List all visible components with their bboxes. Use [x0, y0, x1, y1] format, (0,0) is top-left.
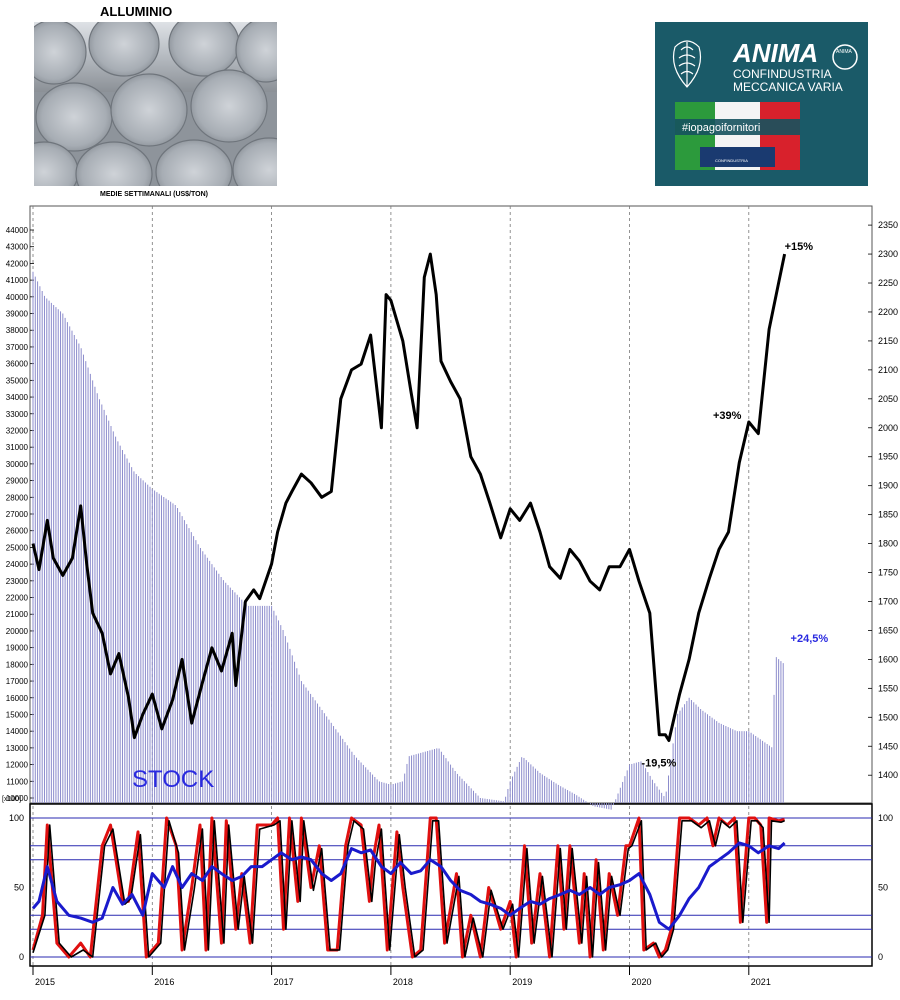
right-tick-label: 2200	[878, 307, 898, 317]
right-tick-label: 1850	[878, 510, 898, 520]
left-tick-label: 18000	[6, 660, 29, 669]
right-tick-label: 2150	[878, 336, 898, 346]
left-tick-label: 10000	[6, 794, 29, 803]
right-tick-label: 1650	[878, 625, 898, 635]
right-tick-label: 1950	[878, 452, 898, 462]
left-tick-label: 14000	[6, 727, 29, 736]
osc-right-tick-label: 50	[878, 883, 888, 893]
right-tick-label: 1750	[878, 568, 898, 578]
left-tick-label: 17000	[6, 677, 29, 686]
left-tick-label: 21000	[6, 610, 29, 619]
left-tick-label: 37000	[6, 343, 29, 352]
left-tick-label: 27000	[6, 510, 29, 519]
left-tick-label: 12000	[6, 761, 29, 770]
left-tick-label: 19000	[6, 644, 29, 653]
left-tick-label: 25000	[6, 543, 29, 552]
right-tick-label: 1450	[878, 741, 898, 751]
left-tick-label: 29000	[6, 477, 29, 486]
osc-right-tick-label: 100	[878, 813, 893, 823]
right-tick-label: 2350	[878, 220, 898, 230]
osc-left-tick-label: 100	[9, 813, 24, 823]
left-tick-label: 20000	[6, 627, 29, 636]
svg-text:ANIMA: ANIMA	[732, 38, 818, 68]
svg-text:MECCANICA VARIA: MECCANICA VARIA	[733, 80, 843, 94]
annotation-label: +15%	[785, 241, 814, 253]
left-tick-label: 23000	[6, 577, 29, 586]
right-tick-label: 1550	[878, 683, 898, 693]
left-axis-unit: [x100]	[2, 796, 21, 803]
left-tick-label: 11000	[6, 777, 28, 786]
right-tick-label: 1700	[878, 596, 898, 606]
price-line	[31, 252, 787, 742]
left-tick-label: 32000	[6, 426, 29, 435]
left-tick-label: 38000	[6, 326, 29, 335]
svg-text:CONFINDUSTRIA: CONFINDUSTRIA	[715, 158, 748, 163]
left-tick-label: 35000	[6, 376, 29, 385]
left-tick-label: 30000	[6, 460, 29, 469]
left-tick-label: 13000	[6, 744, 29, 753]
left-tick-label: 43000	[6, 243, 29, 252]
left-tick-label: 40000	[6, 293, 29, 302]
left-tick-label: 44000	[6, 226, 29, 235]
chart-subtitle: MEDIE SETTIMANALI (US$/TON)	[100, 191, 208, 198]
left-tick-label: 28000	[6, 493, 29, 502]
left-tick-label: 24000	[6, 560, 29, 569]
svg-text:CONFINDUSTRIA: CONFINDUSTRIA	[733, 67, 832, 81]
right-tick-label: 2000	[878, 423, 898, 433]
aluminium-bars-photo	[34, 22, 277, 186]
left-tick-label: 33000	[6, 410, 29, 419]
right-tick-label: 2100	[878, 365, 898, 375]
x-tick-label: 2020	[632, 977, 652, 987]
right-tick-label: 1900	[878, 481, 898, 491]
oscillator-panel-frame	[29, 803, 873, 967]
annotation-label: -19,5%	[641, 758, 676, 770]
left-tick-label: 26000	[6, 527, 29, 536]
annotation-label: +39%	[713, 410, 742, 422]
left-tick-label: 16000	[6, 694, 29, 703]
annotation-label: +24,5%	[791, 633, 829, 645]
x-tick-label: 2017	[274, 977, 294, 987]
rsi-line	[31, 841, 786, 931]
left-tick-label: 15000	[6, 710, 29, 719]
left-tick-label: 34000	[6, 393, 29, 402]
right-tick-label: 1600	[878, 654, 898, 664]
x-tick-label: 2021	[751, 977, 771, 987]
right-tick-label: 1400	[878, 770, 898, 780]
svg-text:ANIMA: ANIMA	[836, 49, 853, 55]
annotation-label: STOCK	[132, 766, 214, 793]
left-tick-label: 31000	[6, 443, 29, 452]
right-tick-label: 1500	[878, 712, 898, 722]
chart-title: ALLUMINIO	[100, 4, 173, 19]
x-tick-label: 2016	[154, 977, 174, 987]
right-tick-label: 2300	[878, 249, 898, 259]
left-tick-label: 42000	[6, 259, 29, 268]
x-tick-label: 2018	[393, 977, 413, 987]
left-tick-label: 41000	[6, 276, 29, 285]
left-tick-label: 36000	[6, 360, 29, 369]
osc-left-tick-label: 0	[19, 952, 24, 962]
osc-right-tick-label: 0	[878, 952, 883, 962]
stochastic-k-line	[31, 816, 785, 959]
right-tick-label: 2050	[878, 394, 898, 404]
right-tick-label: 2250	[878, 278, 898, 288]
right-tick-label: 1800	[878, 539, 898, 549]
x-tick-label: 2015	[35, 977, 55, 987]
left-tick-label: 22000	[6, 594, 29, 603]
svg-text:#iopagoifornitori: #iopagoifornitori	[682, 122, 760, 134]
left-tick-label: 39000	[6, 310, 29, 319]
anima-logo: ANIMA CONFINDUSTRIA MECCANICA VARIA ANIM…	[655, 22, 868, 186]
osc-left-tick-label: 50	[14, 883, 24, 893]
x-tick-label: 2019	[512, 977, 532, 987]
stochastic-d-line	[32, 820, 785, 958]
